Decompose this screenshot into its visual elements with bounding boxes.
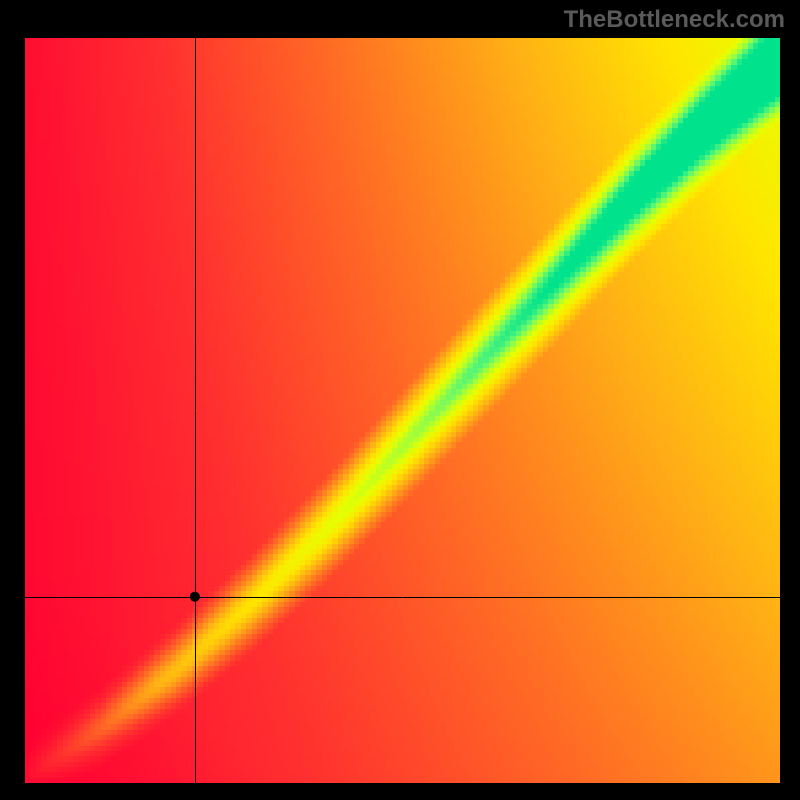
- chart-container: TheBottleneck.com: [0, 0, 800, 800]
- bottleneck-heatmap: [25, 38, 780, 783]
- watermark-text: TheBottleneck.com: [564, 6, 785, 34]
